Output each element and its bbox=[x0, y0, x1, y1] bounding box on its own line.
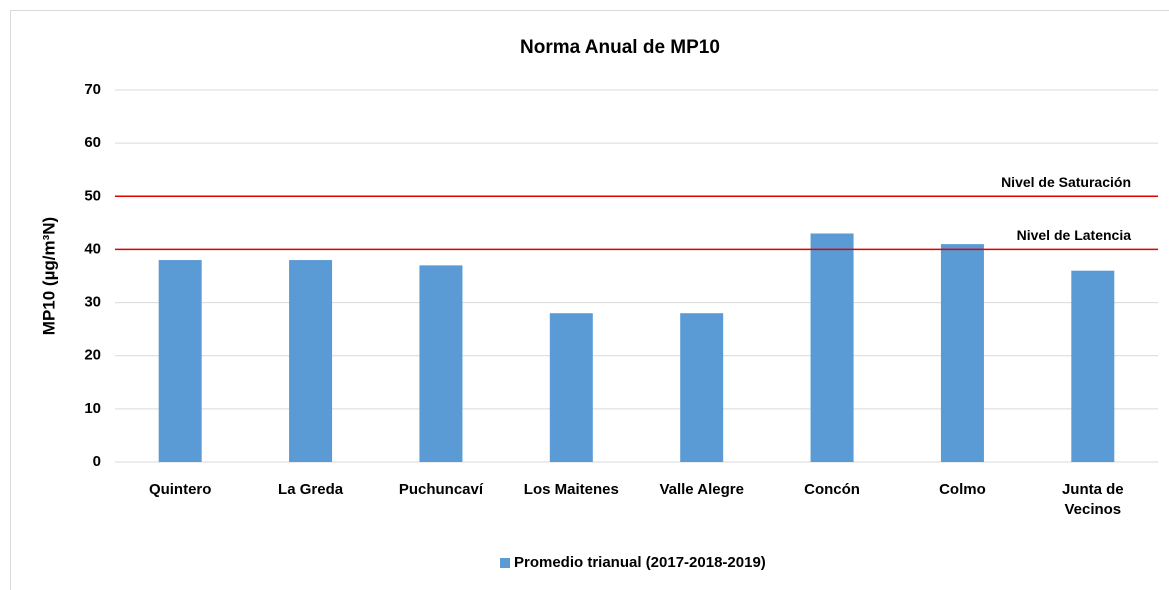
bar bbox=[810, 233, 854, 462]
legend-label: Promedio trianual (2017-2018-2019) bbox=[514, 554, 766, 571]
y-tick-label: 20 bbox=[84, 347, 101, 364]
x-tick-label: Puchuncaví bbox=[398, 481, 484, 498]
x-tick-label: Junta de Vecinos bbox=[1061, 481, 1124, 518]
x-tick-label: Colmo bbox=[939, 481, 986, 498]
y-tick-label: 60 bbox=[84, 134, 101, 151]
bar bbox=[680, 313, 724, 462]
y-tick-label: 40 bbox=[84, 240, 101, 257]
y-axis-label: MP10 (µg/m³N) bbox=[39, 217, 58, 335]
x-tick-label: Quintero bbox=[148, 481, 212, 498]
legend-swatch bbox=[500, 558, 510, 568]
chart-frame bbox=[10, 10, 1169, 590]
bar bbox=[289, 260, 333, 462]
bar bbox=[158, 260, 202, 462]
bar bbox=[419, 265, 463, 462]
bar bbox=[1071, 270, 1115, 462]
y-tick-label: 10 bbox=[84, 400, 101, 417]
bar bbox=[940, 244, 984, 462]
x-tick-label: La Greda bbox=[278, 481, 344, 498]
y-tick-label: 30 bbox=[84, 294, 101, 311]
x-tick-label: Valle Alegre bbox=[659, 481, 744, 498]
reference-label: Nivel de Latencia bbox=[1017, 227, 1132, 243]
chart-title: Norma Anual de MP10 bbox=[520, 37, 720, 58]
reference-label: Nivel de Saturación bbox=[1001, 174, 1131, 190]
y-tick-label: 70 bbox=[84, 81, 101, 98]
bar bbox=[549, 313, 593, 462]
y-tick-label: 50 bbox=[84, 187, 101, 204]
y-tick-label: 0 bbox=[93, 453, 101, 470]
x-tick-label: Los Maitenes bbox=[523, 481, 619, 498]
x-tick-label: Concón bbox=[804, 481, 860, 498]
